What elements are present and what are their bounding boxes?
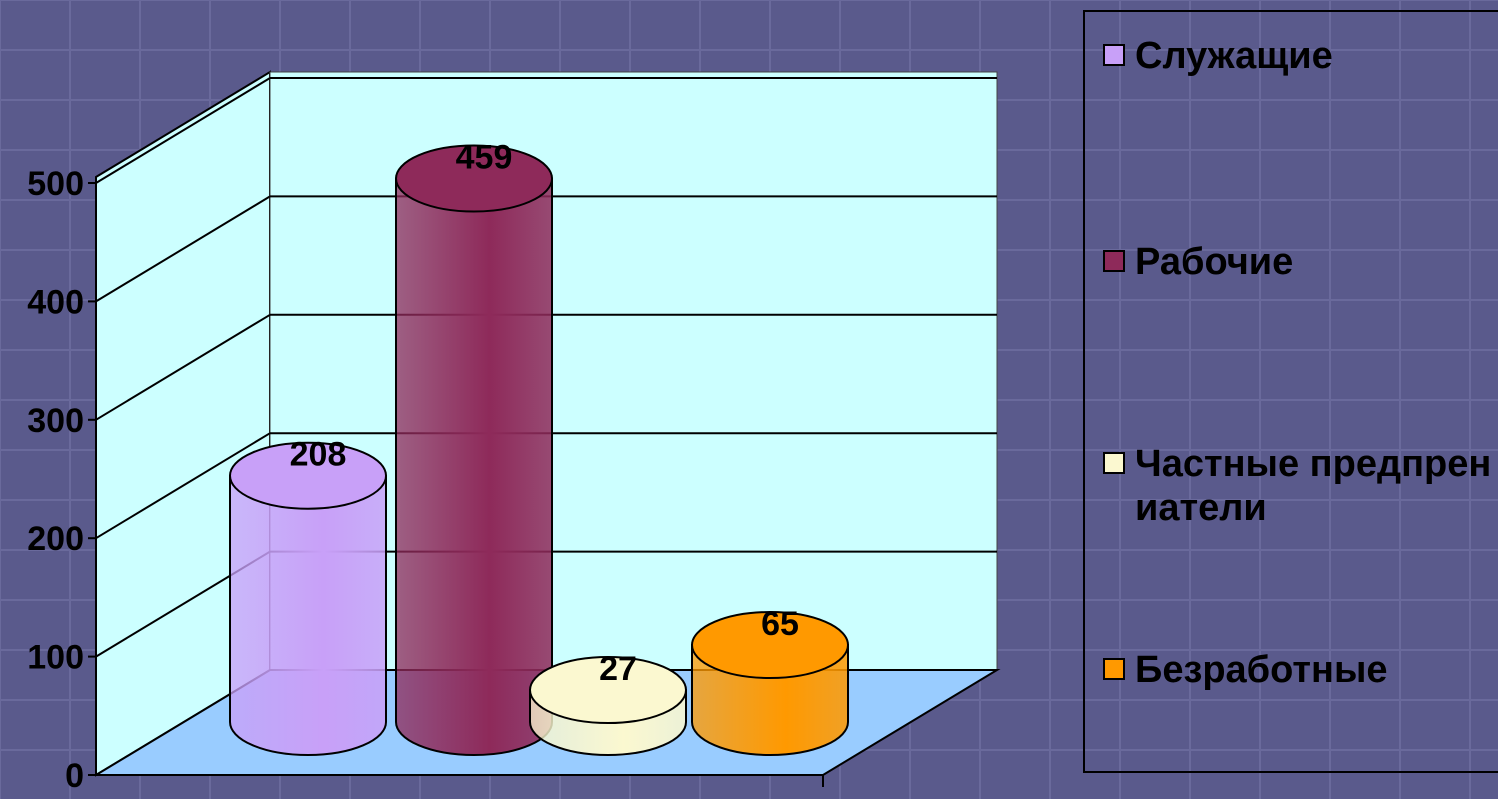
- legend-item-unemployed: Безработные: [1103, 648, 1498, 692]
- legend-label: Служащие: [1135, 35, 1333, 77]
- legend-swatch: [1103, 44, 1125, 66]
- gridline-side: [95, 195, 271, 303]
- data-label: 208: [290, 436, 347, 474]
- y-tick-label: 400: [27, 283, 84, 321]
- legend-item-employees: Служащие: [1103, 34, 1498, 78]
- bar-cylinder: [691, 611, 849, 756]
- bar-cylinder: [395, 144, 553, 756]
- legend-swatch: [1103, 452, 1125, 474]
- legend-label: Частные предпрениатели: [1135, 443, 1492, 529]
- gridline-side: [95, 432, 271, 540]
- bar-top: [529, 656, 687, 725]
- data-label: 459: [456, 139, 513, 177]
- bar-top: [691, 611, 849, 680]
- data-label: 65: [761, 605, 799, 643]
- legend-swatch: [1103, 250, 1125, 272]
- legend-item-workers: Рабочие: [1103, 240, 1498, 284]
- gridline-side: [95, 77, 271, 184]
- cylinder-bar-chart: 0 100 200 300 400 500 208 459 27 65: [27, 70, 1001, 795]
- bar-top: [395, 144, 553, 213]
- legend-label: Безработные: [1135, 649, 1388, 691]
- legend-item-entrepreneurs: Частные предпрениатели: [1103, 442, 1498, 530]
- y-tick-label: 0: [65, 757, 84, 795]
- bar-cylinder: [529, 656, 687, 756]
- legend-swatch: [1103, 658, 1125, 680]
- bar-body: [395, 177, 553, 756]
- y-tick-label: 100: [27, 639, 84, 677]
- data-label: 27: [599, 650, 637, 688]
- bar-cylinder: [229, 441, 387, 756]
- y-tick-label: 300: [27, 402, 84, 440]
- y-tick-label: 500: [27, 165, 84, 203]
- bar-body: [229, 474, 387, 756]
- gridline-side: [95, 313, 271, 421]
- bar-top: [229, 441, 387, 510]
- legend-label: Рабочие: [1135, 241, 1294, 283]
- y-tick-label: 200: [27, 520, 84, 558]
- back-wall: [269, 71, 998, 671]
- chart-legend: Служащие Рабочие Частные предпрениатели …: [1083, 10, 1498, 773]
